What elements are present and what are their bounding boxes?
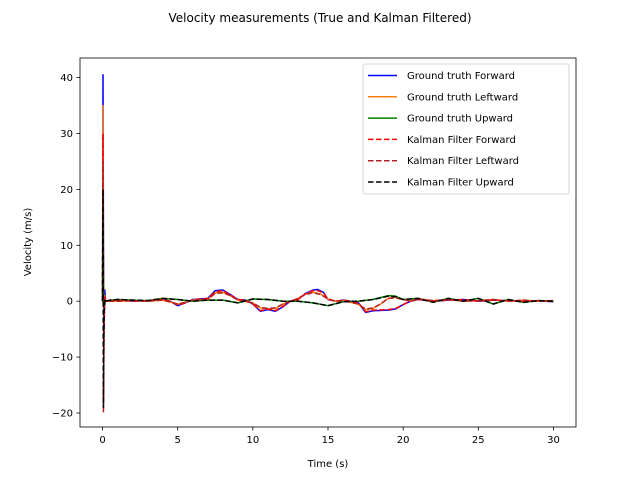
- x-axis: 0 5 10 15 20 25 30: [99, 427, 560, 446]
- chart-title: Velocity measurements (True and Kalman F…: [169, 11, 472, 25]
- legend-label-5: Kalman Filter Leftward: [407, 156, 519, 167]
- y-axis: −20 −10 0 10 20 30 40: [52, 73, 80, 420]
- y-tick-label: −10: [52, 353, 73, 364]
- y-tick-label: −20: [52, 409, 73, 420]
- y-tick-label: 20: [60, 185, 73, 196]
- y-tick-label: 30: [60, 129, 73, 140]
- legend-label-6: Kalman Filter Upward: [407, 178, 514, 189]
- x-tick-label: 0: [99, 435, 105, 446]
- x-tick-label: 15: [322, 435, 335, 446]
- y-tick-label: 40: [60, 73, 73, 84]
- x-tick-label: 10: [246, 435, 259, 446]
- plot-series: [101, 74, 554, 414]
- series-line-5: [101, 160, 554, 414]
- legend-label-1: Ground truth Forward: [407, 71, 515, 82]
- x-tick-label: 30: [547, 435, 560, 446]
- series-line-3: [101, 188, 554, 308]
- x-tick-label: 25: [472, 435, 485, 446]
- legend: Ground truth Forward Ground truth Leftwar…: [362, 63, 570, 195]
- legend-label-4: Kalman Filter Forward: [407, 135, 516, 146]
- legend-label-3: Ground truth Upward: [407, 114, 513, 125]
- series-line-6: [101, 188, 554, 409]
- y-tick-label: 0: [67, 297, 73, 308]
- legend-label-2: Ground truth Leftward: [407, 92, 518, 103]
- x-tick-label: 20: [397, 435, 410, 446]
- x-axis-label: Time (s): [307, 459, 349, 470]
- x-tick-label: 5: [175, 435, 181, 446]
- legend-frame: [362, 63, 570, 195]
- y-axis-label: Velocity (m/s): [23, 208, 34, 277]
- y-tick-label: 10: [60, 241, 73, 252]
